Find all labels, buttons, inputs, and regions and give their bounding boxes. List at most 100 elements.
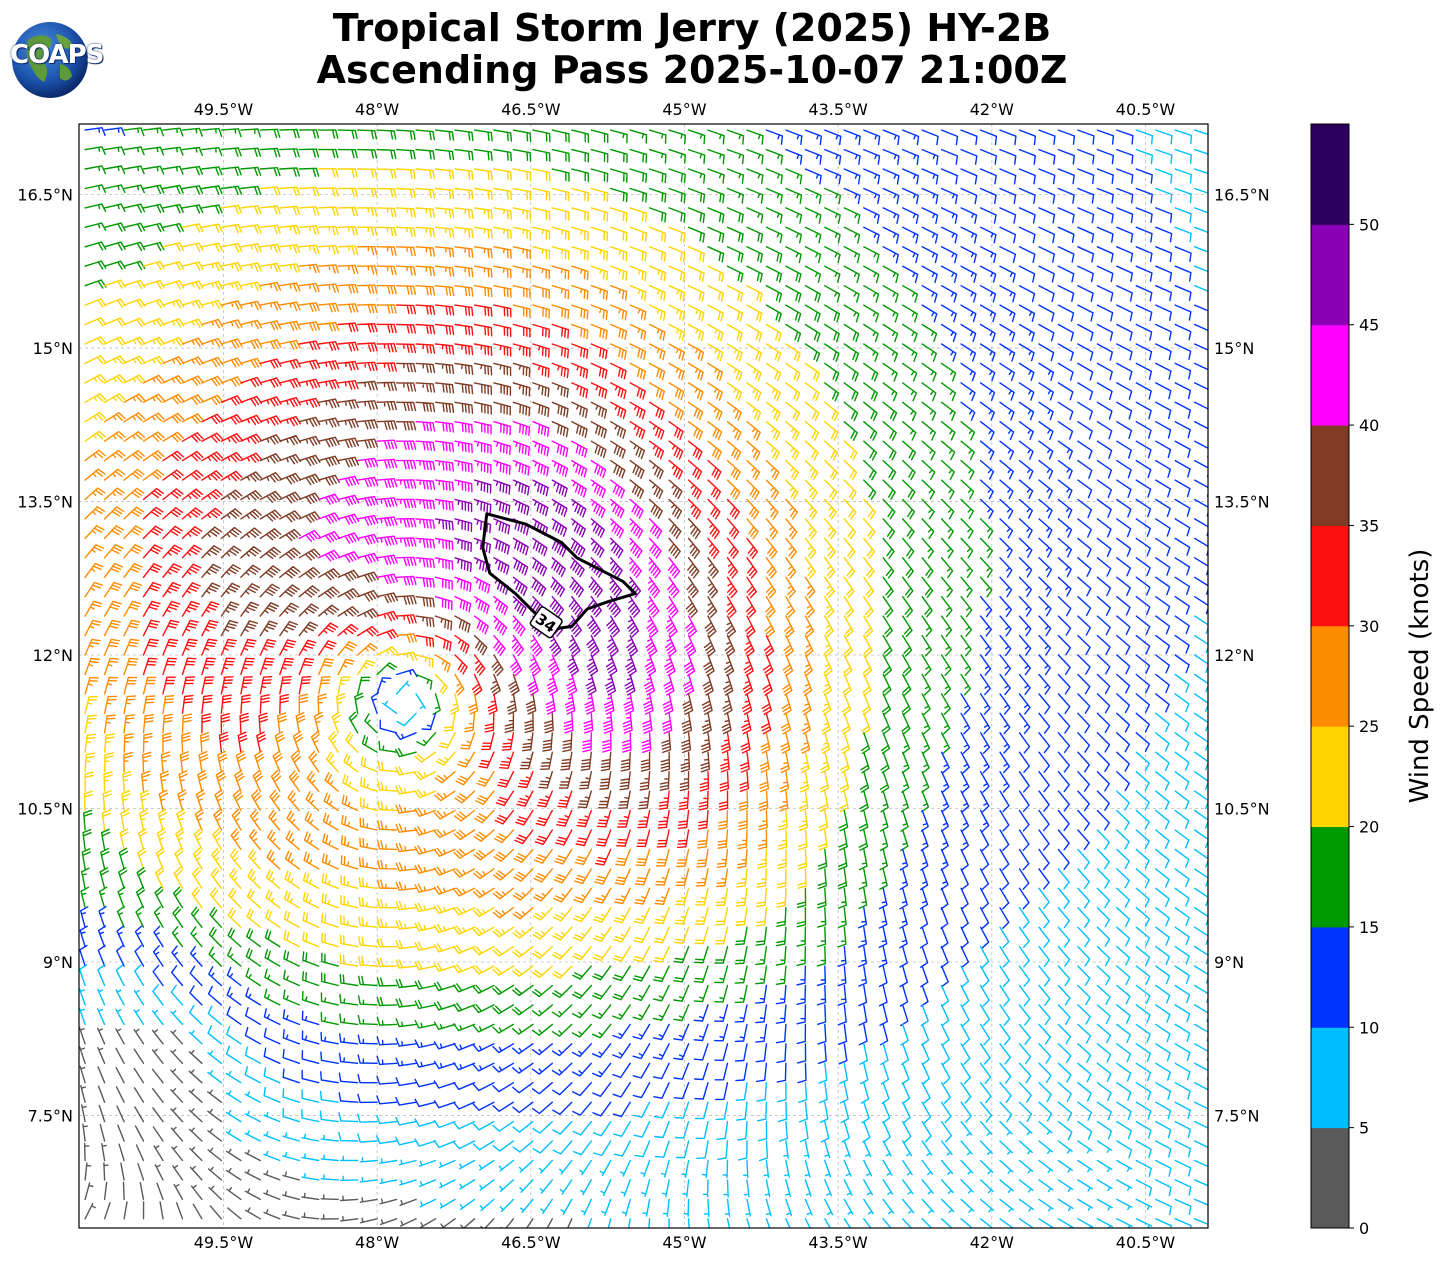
wind-barb <box>840 751 850 774</box>
wind-barb <box>170 1068 184 1084</box>
wind-barb <box>220 357 243 368</box>
wind-barb <box>707 168 725 184</box>
wind-barb <box>940 887 949 910</box>
wind-barb <box>665 615 678 638</box>
wind-barb <box>629 440 645 460</box>
wind-barb <box>652 1062 670 1080</box>
wind-barb <box>582 732 592 753</box>
wind-barb <box>1057 226 1075 244</box>
wind-barb <box>357 533 379 545</box>
wind-barb <box>642 1198 651 1217</box>
wind-barb <box>254 750 265 773</box>
wind-barb <box>337 494 360 506</box>
wind-barb <box>395 323 417 334</box>
wind-barb <box>843 362 859 382</box>
wind-barb <box>1077 207 1095 224</box>
wind-barb <box>1155 362 1172 380</box>
wind-barb <box>210 867 223 889</box>
wind-barb <box>629 401 646 420</box>
wind-barb <box>454 479 473 493</box>
wind-barb <box>1174 596 1190 615</box>
wind-barb <box>824 1140 831 1159</box>
wind-barb <box>514 829 534 845</box>
wind-barb <box>1038 168 1056 185</box>
wind-barb <box>142 279 165 290</box>
wind-barb <box>240 620 258 637</box>
wind-barb <box>493 440 511 456</box>
wind-barb <box>493 168 512 181</box>
wind-barb <box>1057 615 1072 636</box>
wind-barb <box>81 1104 87 1123</box>
wind-barb <box>571 304 589 320</box>
wind-barb <box>98 905 107 928</box>
wind-barb <box>395 556 417 567</box>
wind-barb <box>134 964 145 987</box>
wind-barb <box>881 1082 890 1104</box>
wind-barb <box>687 323 705 342</box>
wind-barb <box>512 907 534 920</box>
wind-barb <box>652 984 670 1002</box>
wind-barb <box>881 712 891 735</box>
wind-barb <box>1077 751 1090 773</box>
wind-barb <box>240 166 262 177</box>
wind-barb <box>633 926 651 944</box>
wind-barb <box>1038 1043 1052 1064</box>
wind-barb <box>804 557 816 579</box>
lon-tick-label-bottom: 46.5°W <box>501 1233 561 1252</box>
wind-barb <box>376 265 397 276</box>
wind-barb <box>473 187 493 200</box>
wind-barb <box>1194 576 1208 595</box>
wind-barb <box>1038 1140 1053 1154</box>
wind-barb <box>551 459 569 478</box>
wind-barb <box>1077 712 1091 734</box>
wind-barb <box>511 634 525 657</box>
wind-barb <box>414 826 437 836</box>
wind-barb <box>142 525 164 540</box>
wind-barb <box>999 1198 1015 1213</box>
wind-barb <box>376 1135 398 1145</box>
wind-barb <box>507 693 517 715</box>
wind-barb <box>863 246 880 264</box>
wind-barb <box>434 304 455 316</box>
wind-barb <box>921 1043 930 1066</box>
wind-barb <box>1155 829 1170 849</box>
wind-barb <box>1194 693 1208 712</box>
wind-barb <box>337 569 360 582</box>
wind-barb <box>226 966 242 987</box>
wind-barb <box>960 440 975 461</box>
wind-barb <box>674 907 690 925</box>
wind-barb <box>999 285 1016 303</box>
wind-barb <box>194 808 204 831</box>
wind-barb <box>1038 654 1051 676</box>
wind-barb <box>572 1140 592 1156</box>
wind-barb <box>999 1023 1011 1046</box>
wind-barb <box>377 840 398 851</box>
wind-barb <box>220 128 242 138</box>
wind-barb <box>921 1198 935 1214</box>
wind-barb <box>666 596 679 618</box>
wind-barb <box>1135 285 1153 302</box>
wind-barb <box>1077 790 1090 812</box>
wind-barb <box>453 964 476 974</box>
wind-barb <box>1155 129 1173 145</box>
wind-barb <box>155 847 165 870</box>
wind-barb <box>882 537 895 559</box>
wind-barb <box>555 829 573 846</box>
wind-barb <box>840 732 851 754</box>
wind-barb <box>354 692 364 714</box>
wind-barb <box>1194 848 1208 868</box>
wind-barb <box>880 790 889 813</box>
wind-barb <box>1194 829 1208 849</box>
wind-barb <box>1116 1101 1132 1120</box>
wind-barb <box>580 751 592 771</box>
wind-barb <box>1038 421 1054 440</box>
wind-barb <box>785 343 801 362</box>
wind-barb <box>152 984 164 1006</box>
wind-barb <box>900 1023 909 1046</box>
wind-barb <box>99 867 109 889</box>
colorbar-tick-label: 0 <box>1359 1219 1369 1238</box>
wind-barb <box>1116 1004 1131 1024</box>
wind-barb <box>590 265 609 281</box>
wind-barb <box>395 401 417 412</box>
wind-barb <box>840 1101 850 1124</box>
